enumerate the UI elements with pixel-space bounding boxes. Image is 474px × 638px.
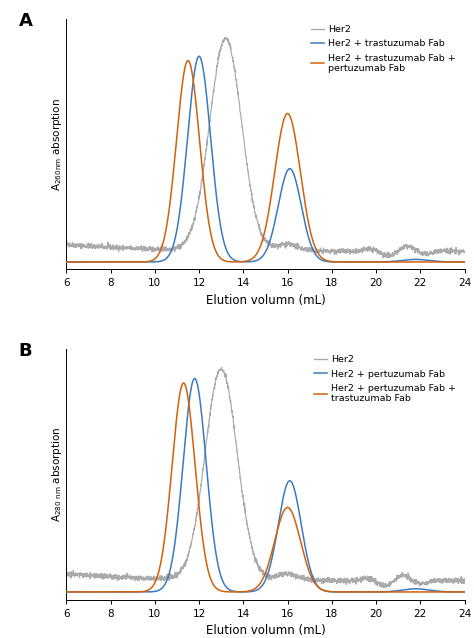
Text: A: A [18, 11, 32, 29]
X-axis label: Elution volumn (mL): Elution volumn (mL) [206, 625, 325, 637]
Legend: Her2, Her2 + pertuzumab Fab, Her2 + pertuzumab Fab +
trastuzumab Fab: Her2, Her2 + pertuzumab Fab, Her2 + pert… [310, 352, 460, 407]
X-axis label: Elution volumn (mL): Elution volumn (mL) [206, 294, 325, 307]
Y-axis label: A$_{280\mathrm{\ nm}}$ absorption: A$_{280\mathrm{\ nm}}$ absorption [50, 427, 64, 523]
Legend: Her2, Her2 + trastuzumab Fab, Her2 + trastuzumab Fab +
pertuzumab Fab: Her2, Her2 + trastuzumab Fab, Her2 + tra… [308, 21, 460, 77]
Text: B: B [18, 342, 32, 360]
Y-axis label: A$_{260\mathrm{nm}}$ absorption: A$_{260\mathrm{nm}}$ absorption [50, 98, 64, 191]
